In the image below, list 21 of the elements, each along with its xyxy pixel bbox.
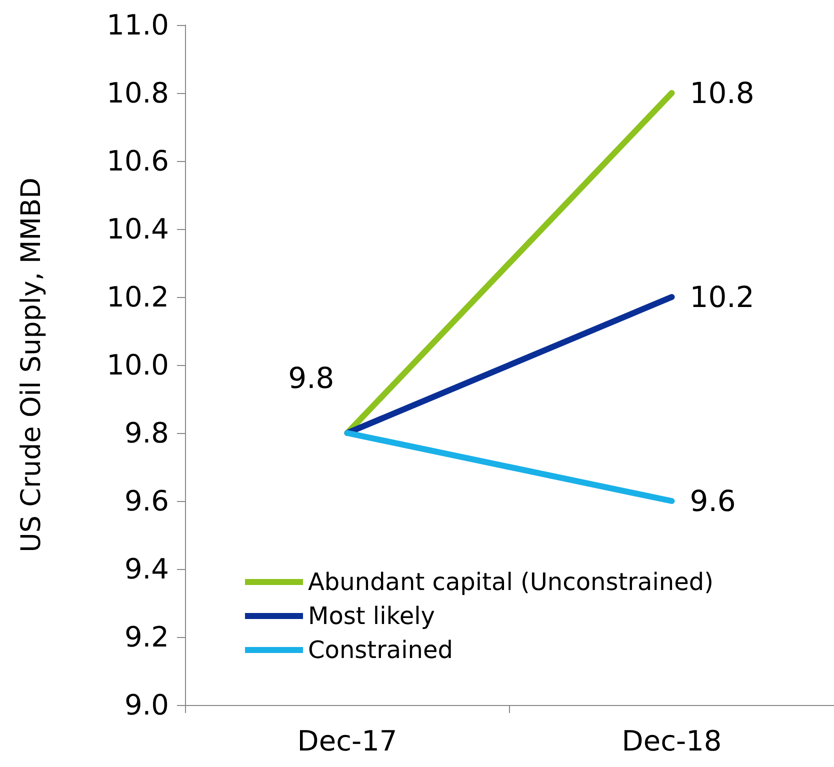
y-tick-label: 9.8 [124, 416, 169, 450]
y-tick-label: 10.0 [106, 348, 169, 382]
y-tick-label: 9.4 [124, 552, 169, 586]
y-tick-label: 10.4 [106, 212, 169, 246]
legend-label: Abundant capital (Unconstrained) [308, 568, 714, 596]
x-tick-label: Dec-17 [297, 724, 398, 758]
y-tick-label: 9.2 [124, 620, 169, 654]
y-tick-label: 10.2 [106, 280, 169, 314]
legend-label: Most likely [308, 602, 435, 630]
data-label: 9.8 [288, 361, 334, 395]
y-tick-label: 11.0 [106, 8, 169, 42]
data-label: 10.8 [690, 76, 754, 110]
y-tick-label: 10.6 [106, 144, 169, 178]
y-tick-label: 9.0 [124, 688, 169, 722]
y-tick-label: 9.6 [124, 484, 169, 518]
data-label: 10.2 [690, 280, 754, 314]
x-tick-label: Dec-18 [622, 724, 722, 758]
data-label: 9.6 [690, 484, 736, 518]
y-tick-label: 10.8 [106, 76, 169, 110]
y-axis-title: US Crude Oil Supply, MMBD [16, 178, 47, 552]
legend-label: Constrained [308, 636, 454, 664]
